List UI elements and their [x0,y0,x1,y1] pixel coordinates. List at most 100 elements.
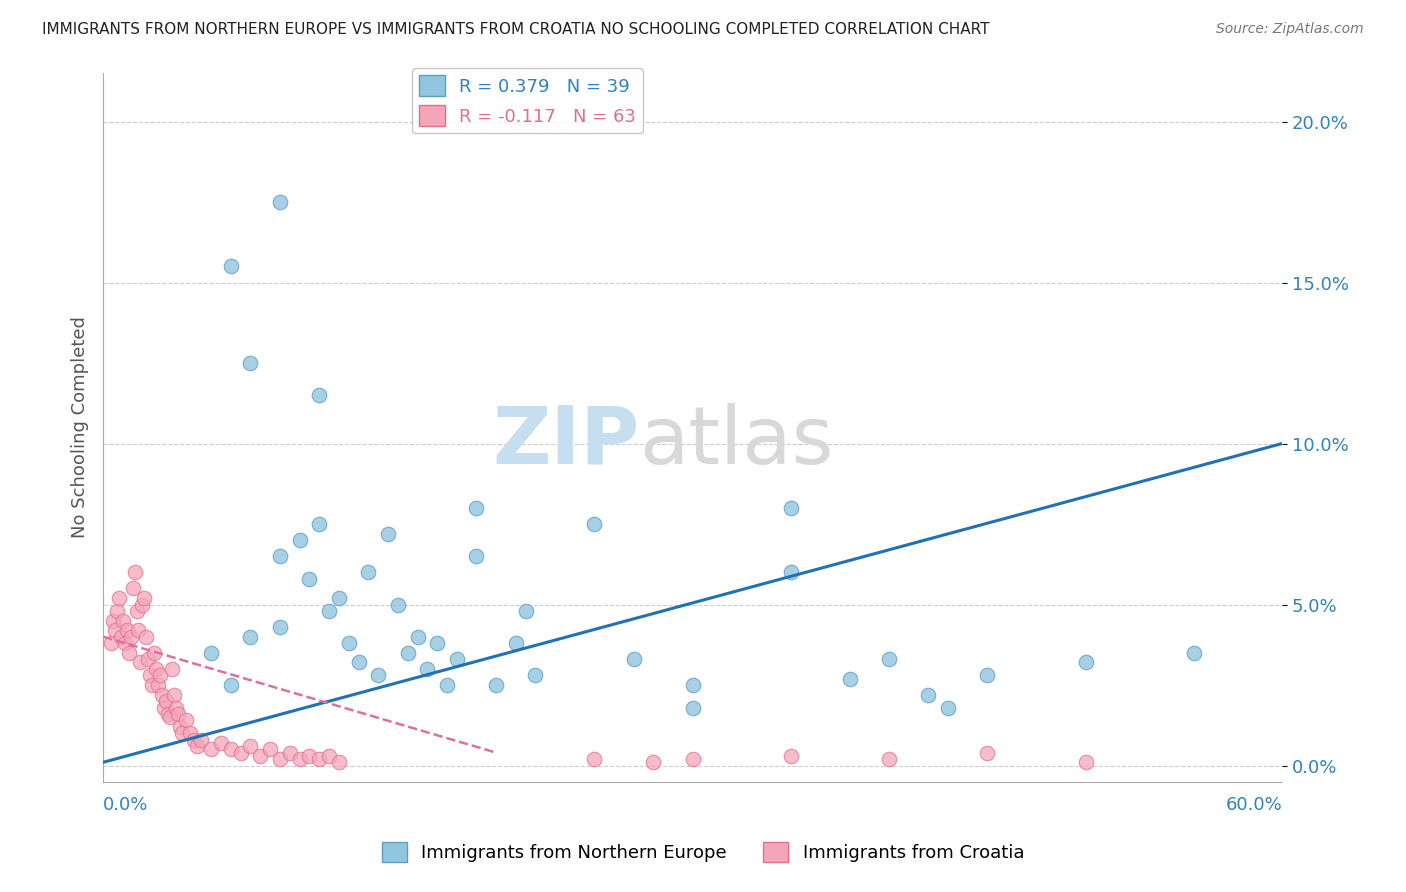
Point [623,652,645,666]
Point [416,662,439,676]
Point [838,672,860,686]
Point [150,688,173,702]
Point [917,688,939,702]
Point [1074,756,1097,770]
Point [104,624,127,638]
Point [200,742,222,756]
Text: Source: ZipAtlas.com: Source: ZipAtlas.com [1216,22,1364,37]
Text: ZIP: ZIP [492,402,640,481]
Point [219,742,242,756]
Point [318,604,340,618]
Legend: R = 0.379   N = 39, R = -0.117   N = 63: R = 0.379 N = 39, R = -0.117 N = 63 [412,68,643,133]
Point [779,566,801,580]
Point [118,646,141,660]
Point [515,604,537,618]
Point [583,752,606,766]
Point [128,624,150,638]
Point [269,194,291,209]
Point [183,732,205,747]
Point [219,678,242,692]
Point [298,748,321,763]
Point [1182,646,1205,660]
Point [328,591,350,605]
Point [446,652,468,666]
Point [143,646,166,660]
Point [155,694,177,708]
Point [239,739,262,754]
Point [387,598,409,612]
Point [682,678,704,692]
Point [121,582,143,596]
Point [465,500,488,515]
Text: atlas: atlas [640,402,834,481]
Point [179,726,201,740]
Point [288,533,311,548]
Point [269,752,291,766]
Y-axis label: No Schooling Completed: No Schooling Completed [72,317,89,539]
Point [269,549,291,564]
Point [583,516,606,531]
Point [139,668,162,682]
Point [114,636,136,650]
Point [115,624,138,638]
Point [186,739,208,754]
Point [120,630,142,644]
Point [146,678,169,692]
Point [318,748,340,763]
Point [877,652,900,666]
Point [105,604,128,618]
Point [156,706,179,721]
Point [1074,656,1097,670]
Point [779,748,801,763]
Point [239,356,262,370]
Point [682,752,704,766]
Point [682,700,704,714]
Point [643,756,665,770]
Point [160,662,183,676]
Point [976,668,998,682]
Point [278,746,301,760]
Point [170,726,193,740]
Point [239,630,262,644]
Point [308,516,330,531]
Point [124,566,146,580]
Point [125,604,148,618]
Point [219,260,242,274]
Point [229,746,252,760]
Point [141,678,163,692]
Point [308,388,330,402]
Point [110,630,132,644]
Point [426,636,449,650]
Point [145,662,167,676]
Point [111,614,134,628]
Point [337,636,360,650]
Point [485,678,508,692]
Point [347,656,370,670]
Point [524,668,547,682]
Point [108,591,131,605]
Point [976,746,998,760]
Point [877,752,900,766]
Text: 0.0%: 0.0% [103,796,149,814]
Point [779,500,801,515]
Point [357,566,380,580]
Legend: Immigrants from Northern Europe, Immigrants from Croatia: Immigrants from Northern Europe, Immigra… [374,834,1032,870]
Point [269,620,291,634]
Point [136,652,159,666]
Point [163,688,186,702]
Point [288,752,311,766]
Point [100,636,122,650]
Point [396,646,419,660]
Point [298,572,321,586]
Point [200,646,222,660]
Point [159,710,181,724]
Point [328,756,350,770]
Point [190,732,212,747]
Point [308,752,330,766]
Text: 60.0%: 60.0% [1226,796,1282,814]
Point [153,700,176,714]
Point [936,700,959,714]
Point [367,668,389,682]
Point [165,700,187,714]
Point [406,630,429,644]
